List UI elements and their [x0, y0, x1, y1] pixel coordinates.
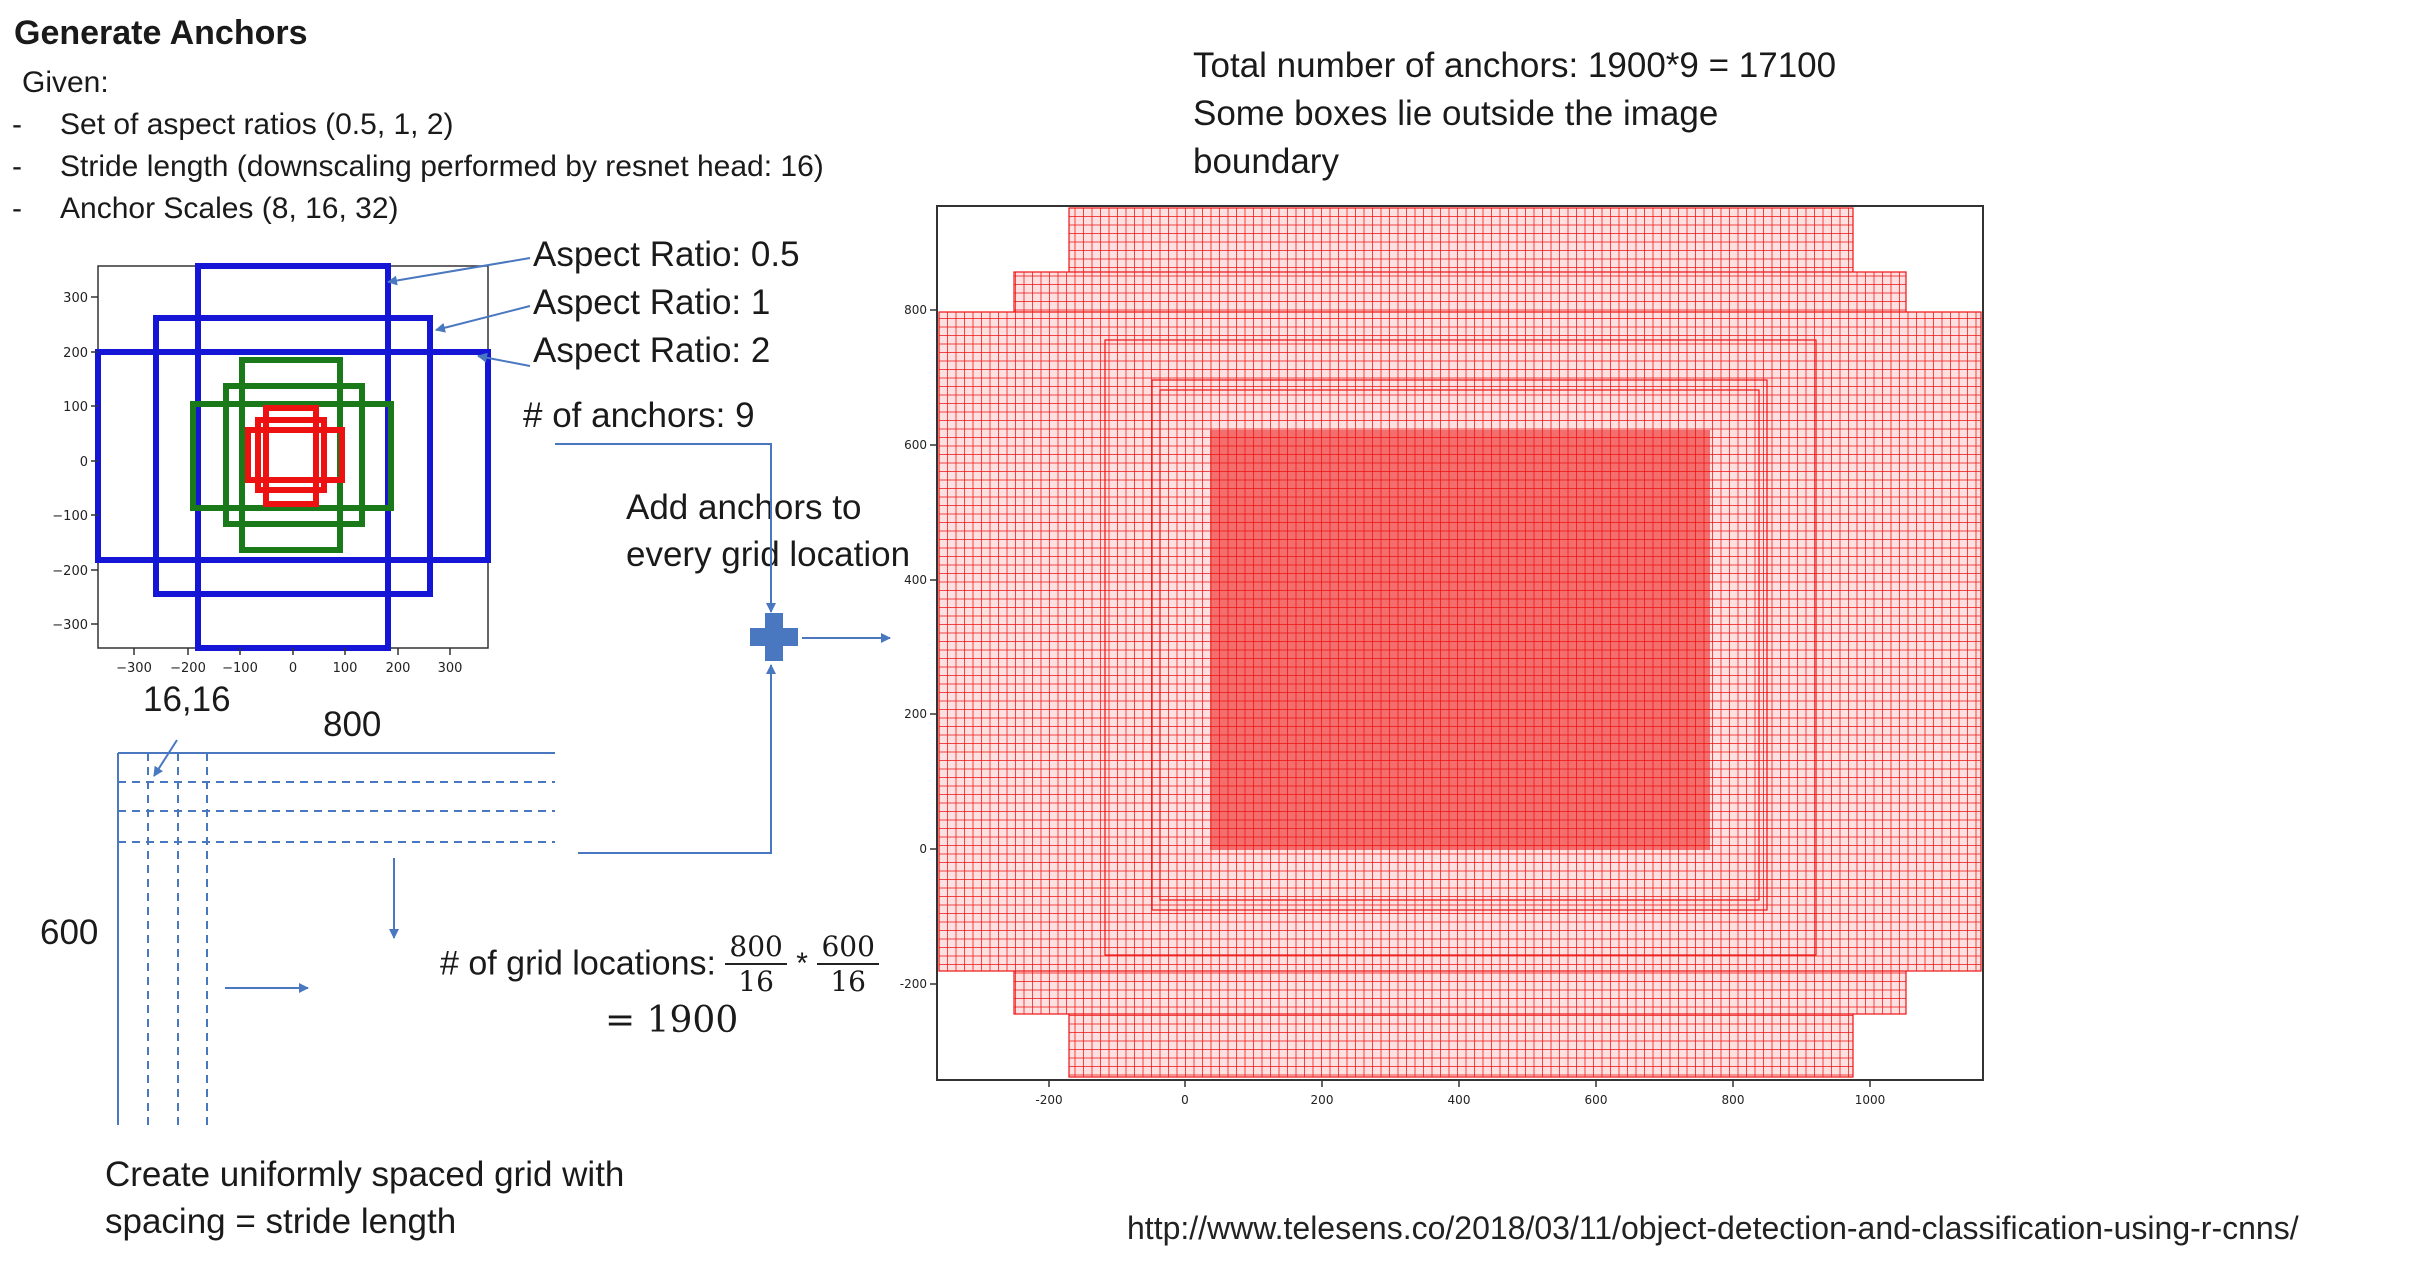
- small-plot-boxes: [95, 263, 491, 651]
- given-label: Given:: [22, 66, 109, 99]
- bullet-stride: - Stride length (downscaling performed by…: [12, 150, 824, 184]
- label-num-anchors: # of anchors: 9: [523, 396, 755, 435]
- all-anchors-plot: -200 0 200 400 600 800 1000 800 600 400 200 0 -200: [900, 205, 1984, 1107]
- bullet-dash: -: [12, 108, 22, 141]
- small-x-tick-label: 100: [333, 661, 358, 676]
- connector-anchors-to-plus: [555, 443, 776, 613]
- small-y-tick-label: −100: [52, 509, 88, 524]
- small-x-tick-label: −200: [170, 661, 206, 676]
- fraction-height: 600 16: [817, 930, 879, 998]
- fraction-height-denominator: 16: [830, 965, 866, 998]
- big-y-tick-label: 800: [904, 303, 927, 317]
- anchor-box-green-wide: [190, 401, 394, 511]
- plus-icon: [750, 613, 798, 661]
- bullet-text: Set of aspect ratios (0.5, 1, 2): [60, 108, 454, 141]
- anchor-box-red-tall: [263, 405, 319, 507]
- all-anchors-grid: [938, 207, 1982, 1078]
- small-x-tick-label: 300: [438, 661, 463, 676]
- small-y-tick-label: −200: [52, 564, 88, 579]
- all-anchors-plot-frame: [936, 205, 1984, 1081]
- bullet-dash: -: [12, 150, 22, 183]
- pointer-arrow-aspect-0-5: [387, 257, 531, 286]
- bullet-text: Anchor Scales (8, 16, 32): [60, 192, 399, 225]
- bullet-aspect-ratios: - Set of aspect ratios (0.5, 1, 2): [12, 108, 454, 142]
- label-total-anchors-line2: Some boxes lie outside the image: [1193, 94, 1719, 133]
- big-x-tick-label: 200: [1311, 1093, 1334, 1107]
- stride-grid: [117, 752, 555, 1125]
- small-plot-x-ticks: −300 −200 −100 0 100 200 300: [116, 648, 462, 676]
- small-x-tick-label: 200: [386, 661, 411, 676]
- big-y-tick-label: 0: [919, 842, 927, 856]
- anchor-box-green-square: [223, 383, 365, 527]
- bullet-dash: -: [12, 192, 22, 225]
- fraction-width: 800 16: [725, 930, 787, 998]
- big-x-tick-label: 600: [1585, 1093, 1608, 1107]
- label-total-anchors-line1: Total number of anchors: 1900*9 = 17100: [1193, 46, 1837, 85]
- all-anchors-y-ticks: 800 600 400 200 0 -200: [900, 303, 937, 991]
- grid-dashed-lines: [118, 753, 555, 1125]
- grid-locations-result: = 1900: [605, 1000, 739, 1041]
- times-sign: *: [796, 947, 808, 980]
- label-pointer-arrows: [387, 257, 531, 367]
- bullet-text: Stride length (downscaling performed by …: [60, 150, 824, 183]
- anchor-dense-core: [1210, 430, 1710, 850]
- label-total-anchors-line3: boundary: [1193, 142, 1339, 181]
- fraction-width-numerator: 800: [725, 930, 787, 965]
- pointer-arrow-aspect-1: [435, 305, 531, 333]
- anchor-box-red-square: [255, 417, 327, 493]
- anchor-box-blue-wide: [95, 349, 491, 563]
- all-anchors-x-ticks: -200 0 200 400 600 800 1000: [1035, 1080, 1885, 1107]
- connector-grid-to-plus: [578, 664, 776, 854]
- label-image-height: 600: [40, 913, 99, 952]
- label-aspect-ratio-2: Aspect Ratio: 2: [533, 331, 771, 370]
- big-x-tick-label: 400: [1448, 1093, 1471, 1107]
- big-y-tick-label: 200: [904, 707, 927, 721]
- anchor-box-blue-square: [153, 315, 433, 597]
- small-x-tick-label: −300: [116, 661, 152, 676]
- flow-connectors: [153, 443, 891, 993]
- small-y-tick-label: 100: [63, 400, 88, 415]
- source-url: http://www.telesens.co/2018/03/11/object…: [1127, 1210, 2299, 1246]
- label-grid-origin: 16,16: [143, 680, 231, 719]
- label-aspect-ratio-1: Aspect Ratio: 1: [533, 283, 771, 322]
- big-y-tick-label: 600: [904, 438, 927, 452]
- small-y-tick-label: 300: [63, 291, 88, 306]
- arrow-to-origin: [153, 739, 178, 777]
- page-title: Generate Anchors: [14, 14, 308, 52]
- label-add-anchors-line1: Add anchors to: [626, 488, 862, 527]
- label-aspect-ratio-0-5: Aspect Ratio: 0.5: [533, 235, 800, 274]
- grid-locations-formula: # of grid locations: 800 16 * 600 16: [440, 930, 879, 998]
- big-x-tick-label: 800: [1722, 1093, 1745, 1107]
- fraction-height-numerator: 600: [817, 930, 879, 965]
- bullet-scales: - Anchor Scales (8, 16, 32): [12, 192, 399, 226]
- small-x-tick-label: −100: [222, 661, 258, 676]
- label-image-width: 800: [323, 705, 382, 744]
- small-anchor-plot: −300 −200 −100 0 100 200 300 300 200 100 0 −100 −20…: [52, 263, 491, 676]
- small-y-tick-label: −300: [52, 618, 88, 633]
- big-x-tick-label: 1000: [1855, 1093, 1886, 1107]
- small-y-tick-label: 200: [63, 346, 88, 361]
- small-y-tick-label: 0: [80, 455, 88, 470]
- label-add-anchors-line2: every grid location: [626, 535, 911, 574]
- big-x-tick-label: -200: [1035, 1093, 1062, 1107]
- grid-locations-label: # of grid locations:: [440, 944, 716, 983]
- pointer-arrow-aspect-2: [477, 352, 531, 367]
- small-plot-y-ticks: 300 200 100 0 −100 −200 −300: [52, 291, 98, 633]
- label-create-grid-line2: spacing = stride length: [105, 1202, 457, 1241]
- big-y-tick-label: -200: [900, 977, 927, 991]
- small-x-tick-label: 0: [289, 661, 297, 676]
- label-create-grid-line1: Create uniformly spaced grid with: [105, 1155, 625, 1194]
- big-x-tick-label: 0: [1181, 1093, 1189, 1107]
- fraction-width-denominator: 16: [738, 965, 774, 998]
- anchor-box-red-wide: [245, 427, 345, 483]
- big-y-tick-label: 400: [904, 573, 927, 587]
